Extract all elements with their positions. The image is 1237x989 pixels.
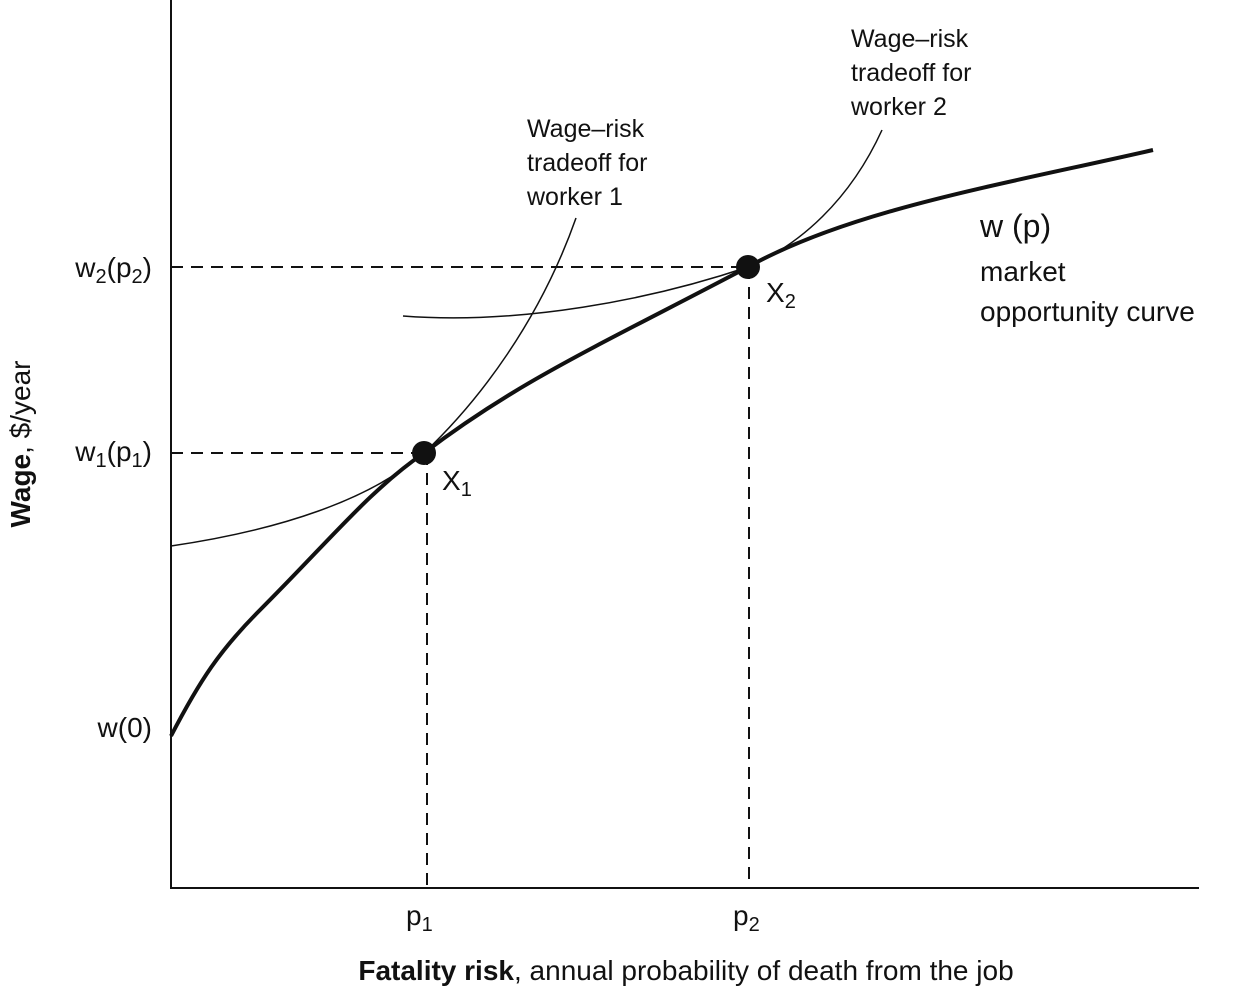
point-x1 (412, 441, 436, 465)
curve-label: w (p) (979, 208, 1051, 244)
annotation: tradeoff for (527, 149, 647, 177)
market-curve (169, 148, 1154, 737)
annotation: Wage–risk (851, 25, 969, 53)
annotation: worker 1 (526, 183, 623, 211)
x-axis-title: Fatality risk, annual probability of dea… (358, 955, 1013, 986)
annotation: tradeoff for (851, 59, 971, 87)
y-tick-label: w2(p2) (74, 252, 152, 288)
curve-label: opportunity curve (980, 296, 1195, 327)
guides (171, 266, 750, 888)
curve-label: market (980, 256, 1066, 287)
annotation: Wage–risk (527, 115, 645, 143)
point-label: X2 (766, 277, 796, 313)
y-tick-label: w1(p1) (74, 436, 152, 472)
y-tick-label: w(0) (97, 712, 152, 743)
tradeoff-curve-2 (402, 129, 883, 319)
x-tick-label: p1 (406, 900, 433, 936)
point-x2 (736, 255, 760, 279)
annotation: worker 2 (850, 93, 947, 121)
x-tick-label: p2 (733, 900, 760, 936)
y-axis-title: Wage, $/year (5, 360, 36, 527)
point-label: X1 (442, 465, 472, 501)
